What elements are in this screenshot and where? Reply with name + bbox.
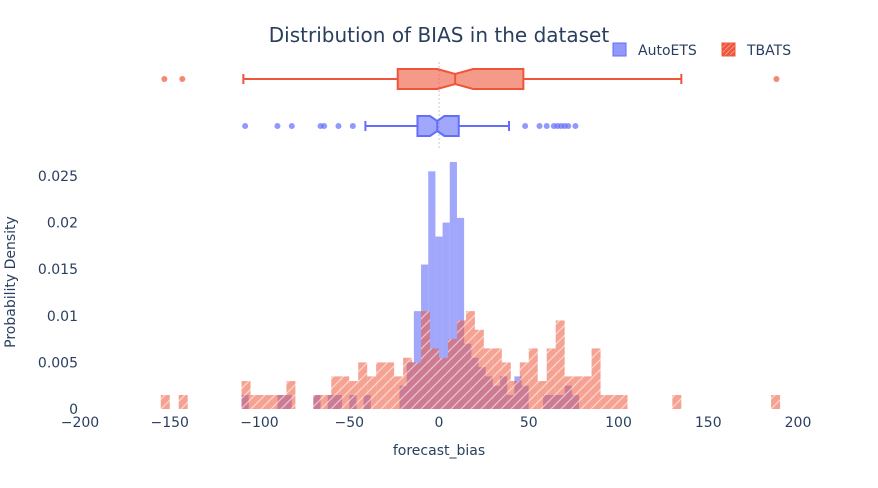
histogram-bar-autoets	[435, 236, 443, 409]
box-outlier-autoets	[335, 123, 342, 129]
histogram-bar-tbats	[259, 395, 269, 409]
legend-swatch-tbats	[721, 42, 736, 57]
axes: 0 0.005 0.01 0.015 0.02 0.025 −200 −150 −100 −50 0…	[38, 169, 811, 431]
chart-title: Distribution of BIAS in the dataset	[269, 23, 610, 47]
histogram-bar-autoets	[428, 171, 436, 409]
histogram-bar-tbats	[394, 376, 404, 409]
histogram-bar-tbats	[474, 329, 484, 409]
histogram-bar-tbats	[555, 320, 565, 409]
histogram-bar-tbats	[421, 311, 431, 409]
histogram-bar-tbats	[331, 376, 341, 409]
legend: AutoETS TBATS	[612, 42, 791, 59]
histogram-bar-autoets	[442, 222, 450, 409]
histogram-bar-tbats	[160, 395, 170, 409]
histogram-bar-tbats	[322, 395, 332, 409]
box-outlier-tbats	[773, 76, 780, 82]
histogram-bar-tbats	[349, 381, 359, 409]
histogram-bar-tbats	[492, 348, 502, 409]
x-tick-label: −100	[240, 415, 278, 431]
y-tick-label: 0.01	[47, 309, 78, 325]
histogram-bar-tbats	[501, 362, 511, 409]
histogram-bar-tbats	[546, 348, 556, 409]
boxplot-autoets	[242, 115, 579, 137]
box-outlier-autoets	[522, 123, 529, 129]
histogram-bar-tbats	[483, 348, 493, 409]
histogram-bar-tbats	[439, 357, 448, 409]
histogram-bar-tbats	[286, 381, 296, 409]
histogram-bar-tbats	[519, 362, 529, 409]
box-outlier-autoets	[565, 123, 572, 129]
marginal-boxplots	[161, 68, 780, 137]
histogram-bar-tbats	[582, 376, 592, 409]
legend-label-autoets: AutoETS	[638, 43, 697, 59]
histogram-bar-tbats	[618, 395, 628, 409]
histogram-bar-autoets	[449, 161, 457, 409]
box-outlier-tbats	[179, 76, 186, 82]
x-tick-label: 50	[520, 415, 538, 431]
box-body-tbats	[396, 68, 525, 90]
histogram-bar-tbats	[403, 357, 413, 409]
histogram-bar-tbats	[385, 362, 395, 409]
box-outlier-autoets	[543, 123, 550, 129]
box-outlier-autoets	[288, 123, 295, 129]
histogram-bar-tbats	[376, 362, 386, 409]
histogram-bar-tbats	[250, 395, 260, 409]
histogram-bar-tbats	[340, 376, 350, 409]
histogram-bar-tbats	[510, 381, 520, 409]
y-tick-label: 0.015	[38, 262, 78, 278]
x-axis-title: forecast_bias	[393, 443, 485, 459]
x-tick-label: 150	[695, 415, 722, 431]
legend-label-tbats: TBATS	[746, 43, 791, 59]
histogram-bar-tbats	[528, 348, 538, 409]
box-outlier-autoets	[536, 123, 543, 129]
y-axis-title: Probability Density	[3, 216, 19, 348]
histogram-bar-tbats	[465, 311, 475, 409]
boxplot-tbats	[161, 68, 780, 90]
histogram-bar-tbats	[609, 395, 619, 409]
histogram-bar-tbats	[456, 320, 466, 409]
legend-swatch-autoets	[612, 42, 627, 57]
histogram-bar-autoets	[456, 217, 465, 409]
histogram-bar-tbats	[358, 362, 368, 409]
box-outlier-autoets	[274, 123, 281, 129]
histogram-bar-tbats	[573, 376, 583, 409]
x-tick-label: 200	[785, 415, 812, 431]
x-tick-label: −200	[61, 415, 99, 431]
box-outlier-tbats	[161, 76, 168, 82]
histogram-bar-tbats	[241, 381, 251, 409]
histogram-bar-tbats	[268, 395, 278, 409]
histogram-bar-tbats	[277, 395, 287, 409]
histogram-bar-tbats	[412, 362, 422, 409]
box-outlier-autoets	[349, 123, 356, 129]
histogram-bar-tbats	[430, 348, 439, 409]
x-tick-label: −150	[151, 415, 189, 431]
histogram-bar-tbats	[564, 376, 574, 409]
histogram-bar-tbats	[591, 348, 601, 409]
legend-item-autoets[interactable]: AutoETS	[612, 42, 697, 59]
x-tick-label: 0	[435, 415, 444, 431]
histogram-bar-tbats	[367, 376, 377, 409]
box-outlier-autoets	[242, 123, 249, 129]
box-outlier-autoets	[572, 123, 579, 129]
histogram-bar-tbats	[600, 395, 610, 409]
histogram-bar-tbats	[771, 395, 781, 409]
histogram-bar-tbats	[313, 395, 323, 409]
histogram-bar-tbats	[447, 339, 457, 409]
y-tick-label: 0.025	[38, 169, 78, 185]
histogram-bar-tbats	[537, 381, 547, 409]
y-tick-label: 0.02	[47, 216, 78, 232]
histogram-bar-autoets	[413, 311, 422, 409]
x-tick-label: 100	[605, 415, 632, 431]
histogram-bar-tbats	[178, 395, 188, 409]
x-tick-label: −50	[334, 415, 364, 431]
y-tick-label: 0	[69, 402, 78, 418]
y-tick-label: 0.005	[38, 355, 78, 371]
histogram-bar-tbats	[672, 395, 682, 409]
box-outlier-autoets	[321, 123, 328, 129]
histogram-bars	[160, 161, 781, 409]
legend-item-tbats[interactable]: TBATS	[721, 42, 791, 59]
